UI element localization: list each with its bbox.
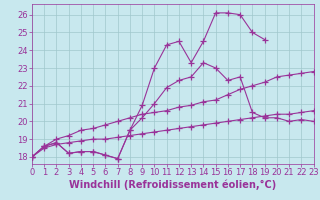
X-axis label: Windchill (Refroidissement éolien,°C): Windchill (Refroidissement éolien,°C) (69, 180, 276, 190)
